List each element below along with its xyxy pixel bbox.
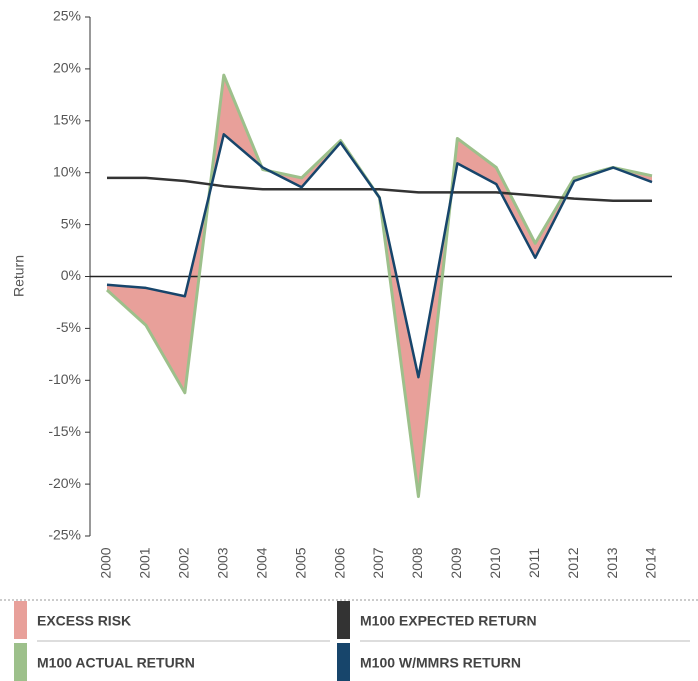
x-tick-label: 2001 xyxy=(137,547,153,578)
x-tick-label: 2000 xyxy=(98,547,114,578)
x-tick-label: 2003 xyxy=(214,547,230,578)
legend-label: M100 W/MMRS RETURN xyxy=(360,655,521,671)
x-tick-label: 2013 xyxy=(604,547,620,578)
legend-label: M100 ACTUAL RETURN xyxy=(37,655,195,671)
y-tick-label: -10% xyxy=(48,371,81,387)
legend-label: M100 EXPECTED RETURN xyxy=(360,613,537,629)
y-tick-label: -20% xyxy=(48,475,81,491)
x-tick-label: 2011 xyxy=(526,548,542,578)
legend-swatch xyxy=(14,643,27,681)
y-tick-label: 5% xyxy=(61,215,81,231)
y-tick-label: -15% xyxy=(48,423,81,439)
legend-swatch xyxy=(337,601,350,639)
y-tick-label: 25% xyxy=(53,8,81,24)
x-tick-label: 2006 xyxy=(331,547,347,578)
line-series xyxy=(107,176,652,202)
x-tick-label: 2010 xyxy=(487,547,503,578)
x-tick-label: 2009 xyxy=(448,547,464,578)
y-tick-label: 10% xyxy=(53,163,81,179)
x-tick-label: 2012 xyxy=(565,547,581,578)
legend-swatch xyxy=(14,601,27,639)
y-tick-label: -5% xyxy=(56,319,81,335)
y-axis-label: Return xyxy=(11,255,27,297)
x-tick-label: 2007 xyxy=(370,547,386,578)
line-series xyxy=(106,133,653,379)
y-tick-label: -25% xyxy=(48,527,81,543)
x-tick-label: 2002 xyxy=(176,547,192,578)
x-tick-label: 2008 xyxy=(409,547,425,578)
y-tick-label: 0% xyxy=(61,267,81,283)
x-tick-label: 2014 xyxy=(643,547,659,578)
legend-swatch xyxy=(337,643,350,681)
excess-area xyxy=(107,75,652,497)
y-tick-label: 15% xyxy=(53,112,81,128)
legend-label: EXCESS RISK xyxy=(37,613,131,629)
x-tick-label: 2004 xyxy=(253,547,269,578)
y-tick-label: 20% xyxy=(53,60,81,76)
x-tick-label: 2005 xyxy=(292,547,308,578)
